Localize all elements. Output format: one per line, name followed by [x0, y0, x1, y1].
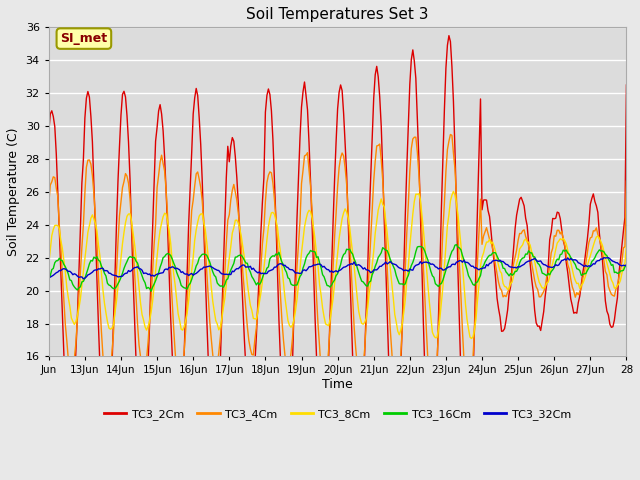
- TC3_32Cm: [623, 262, 630, 268]
- X-axis label: Time: Time: [322, 378, 353, 391]
- TC3_4Cm: [429, 396, 436, 402]
- TC3_2Cm: [448, 64, 456, 70]
- TC3_2Cm: [445, 33, 452, 38]
- TC3_8Cm: [449, 189, 457, 194]
- TC3_16Cm: [430, 275, 438, 280]
- TC3_16Cm: [623, 263, 630, 268]
- TC3_8Cm: [429, 329, 436, 335]
- TC3_8Cm: [468, 336, 476, 341]
- TC3_4Cm: [430, 393, 438, 398]
- TC3_4Cm: [58, 272, 66, 277]
- TC3_32Cm: [600, 255, 608, 261]
- TC3_16Cm: [448, 248, 456, 254]
- TC3_4Cm: [449, 150, 457, 156]
- TC3_2Cm: [96, 363, 104, 369]
- Line: TC3_2Cm: TC3_2Cm: [49, 36, 627, 480]
- TC3_32Cm: [284, 264, 292, 270]
- Y-axis label: Soil Temperature (C): Soil Temperature (C): [7, 128, 20, 256]
- TC3_32Cm: [448, 262, 456, 267]
- TC3_2Cm: [45, 129, 52, 135]
- TC3_8Cm: [623, 242, 630, 248]
- Text: SI_met: SI_met: [60, 32, 108, 45]
- TC3_8Cm: [45, 261, 52, 267]
- TC3_2Cm: [429, 472, 436, 478]
- Line: TC3_8Cm: TC3_8Cm: [49, 192, 627, 338]
- Title: Soil Temperatures Set 3: Soil Temperatures Set 3: [246, 7, 429, 22]
- TC3_32Cm: [45, 275, 52, 280]
- TC3_32Cm: [430, 262, 438, 268]
- TC3_4Cm: [96, 301, 104, 307]
- TC3_32Cm: [79, 276, 87, 282]
- Line: TC3_16Cm: TC3_16Cm: [49, 245, 627, 291]
- TC3_4Cm: [45, 201, 52, 207]
- TC3_8Cm: [96, 253, 104, 259]
- TC3_2Cm: [350, 394, 358, 400]
- TC3_2Cm: [283, 444, 291, 450]
- TC3_16Cm: [284, 275, 292, 281]
- TC3_2Cm: [58, 311, 66, 316]
- TC3_16Cm: [45, 276, 52, 281]
- TC3_16Cm: [96, 258, 104, 264]
- TC3_16Cm: [147, 288, 155, 294]
- TC3_4Cm: [623, 178, 630, 184]
- TC3_32Cm: [58, 266, 66, 272]
- TC3_4Cm: [283, 362, 291, 368]
- TC3_4Cm: [350, 324, 358, 330]
- TC3_16Cm: [58, 258, 66, 264]
- Line: TC3_4Cm: TC3_4Cm: [49, 134, 627, 399]
- Line: TC3_32Cm: TC3_32Cm: [49, 258, 627, 279]
- TC3_8Cm: [283, 307, 291, 312]
- TC3_8Cm: [447, 198, 454, 204]
- TC3_16Cm: [352, 260, 360, 265]
- TC3_2Cm: [623, 82, 630, 88]
- TC3_8Cm: [350, 264, 358, 269]
- TC3_4Cm: [447, 132, 454, 137]
- TC3_16Cm: [452, 242, 460, 248]
- TC3_32Cm: [97, 265, 105, 271]
- Legend: TC3_2Cm, TC3_4Cm, TC3_8Cm, TC3_16Cm, TC3_32Cm: TC3_2Cm, TC3_4Cm, TC3_8Cm, TC3_16Cm, TC3…: [99, 405, 576, 425]
- TC3_32Cm: [352, 262, 360, 268]
- TC3_8Cm: [58, 245, 66, 251]
